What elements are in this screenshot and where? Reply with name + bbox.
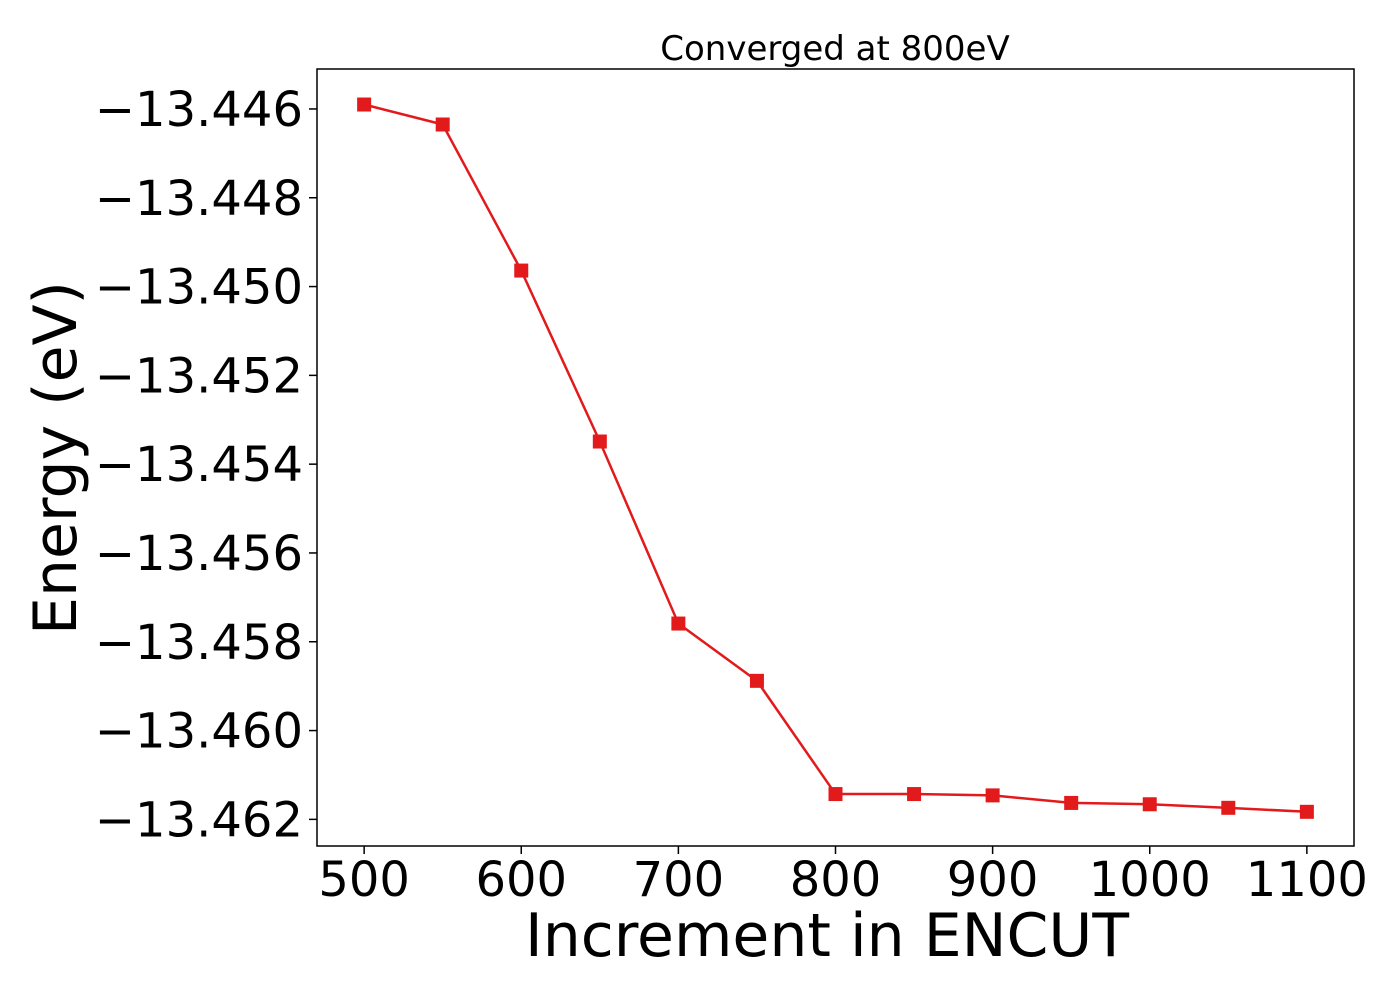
y-tick-label: −13.452 xyxy=(95,348,303,404)
series-line xyxy=(363,103,1307,814)
x-tick-label: 1000 xyxy=(1089,852,1211,908)
data-point xyxy=(1142,797,1157,812)
x-tick-label: 800 xyxy=(790,852,882,908)
y-tick-label: −13.450 xyxy=(95,260,303,316)
data-point xyxy=(592,434,607,449)
y-tick-label: −13.462 xyxy=(95,792,303,848)
y-tick-label: −13.448 xyxy=(95,171,303,227)
y-tick-label: −13.446 xyxy=(95,82,303,138)
x-tick-label: 1100 xyxy=(1246,852,1368,908)
data-point xyxy=(1064,795,1079,810)
y-tick-label: −13.454 xyxy=(95,437,303,493)
data-point xyxy=(985,788,1000,803)
data-point xyxy=(1221,800,1236,815)
data-point xyxy=(514,263,529,278)
data-point xyxy=(749,673,764,688)
data-point xyxy=(435,117,450,132)
chart-title: Converged at 800eV xyxy=(660,29,1009,69)
plot-area: 500 600 700 800 900 1000 1100 −13.446 −13.448 −13… xyxy=(95,68,1368,908)
x-axis-label: Increment in ENCUT xyxy=(525,901,1129,971)
y-tick-label: −13.460 xyxy=(95,704,303,760)
y-tick-label: −13.456 xyxy=(95,526,303,582)
x-tick-label: 900 xyxy=(947,852,1039,908)
data-point xyxy=(828,787,843,802)
data-point xyxy=(671,616,686,631)
data-point xyxy=(907,787,922,802)
plot-frame xyxy=(316,68,1355,847)
y-tick-label: −13.458 xyxy=(95,615,303,671)
data-point xyxy=(357,97,372,112)
x-tick-label: 700 xyxy=(633,852,725,908)
y-axis-label: Energy (eV) xyxy=(21,281,91,635)
data-point xyxy=(1299,804,1314,819)
x-tick-label: 500 xyxy=(318,852,410,908)
x-tick-label: 600 xyxy=(475,852,567,908)
